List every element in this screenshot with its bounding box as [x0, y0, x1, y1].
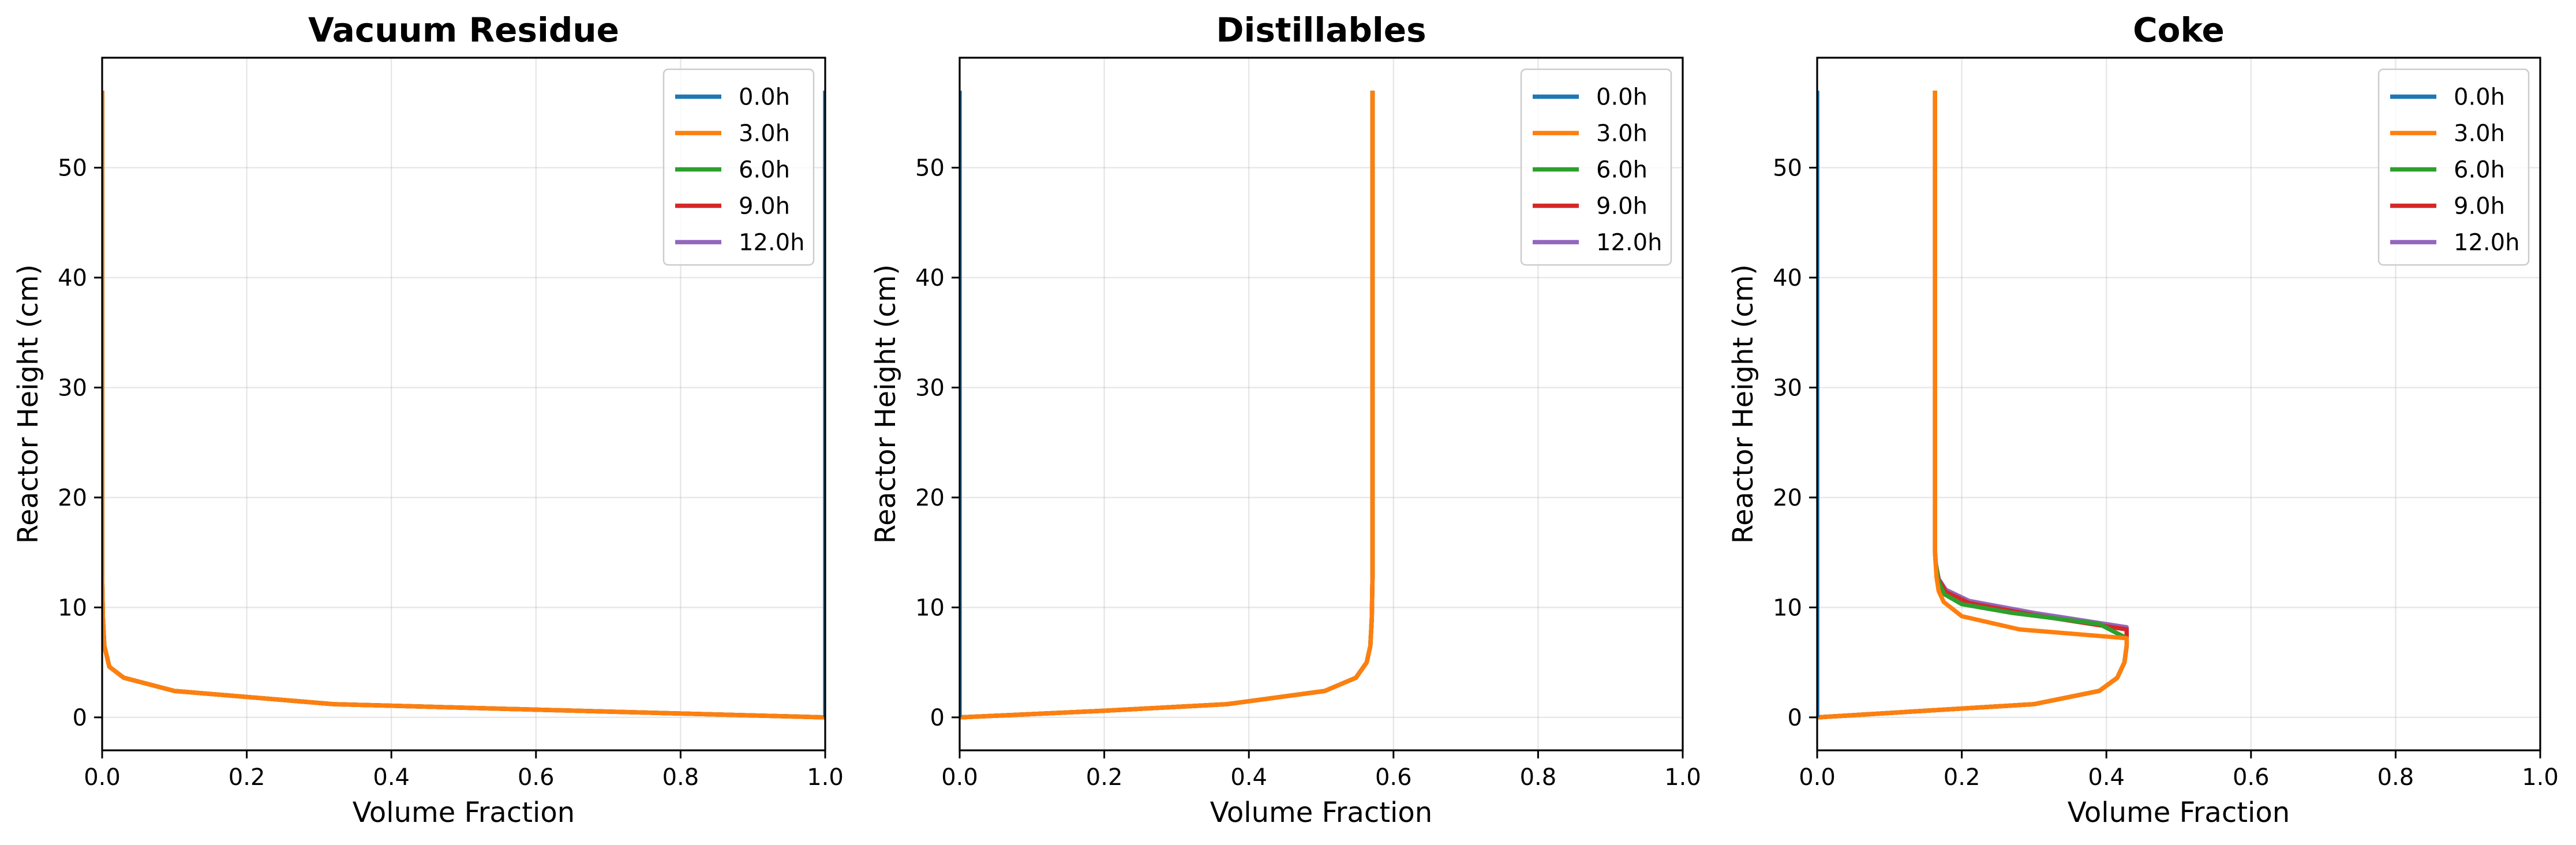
x-tick-label: 0.2 [1944, 764, 1980, 791]
y-tick-label: 30 [58, 375, 87, 401]
chart-panel: 0.0 0.2 0.4 0.6 0.8 1.0 0 10 20 30 40 50 Vacuum Resi… [12, 10, 844, 829]
legend-box [1520, 68, 1672, 266]
series-group [960, 91, 1375, 720]
y-tick-label: 10 [915, 595, 945, 621]
y-tick-label: 20 [1773, 485, 1802, 511]
legend: 0.0h 3.0h 6.0h 9.0h 12.0h [662, 68, 815, 266]
legend: 0.0h 3.0h 6.0h 9.0h 12.0h [1520, 68, 1672, 266]
legend-label: 9.0h [739, 193, 790, 220]
x-tick-label: 0.8 [662, 764, 699, 791]
chart-title: Distillables [1216, 10, 1426, 50]
legend-label: 0.0h [1596, 84, 1648, 111]
legend-label: 0.0h [2454, 84, 2505, 111]
legend: 0.0h 3.0h 6.0h 9.0h 12.0h [2377, 68, 2530, 266]
y-tick-label: 20 [915, 485, 945, 511]
series-line-3-0h [960, 91, 1375, 720]
x-tick-label: 0.6 [1375, 764, 1412, 791]
legend-label: 3.0h [739, 121, 790, 147]
x-tick-label: 1.0 [807, 764, 844, 791]
series-group [1817, 91, 2129, 720]
y-tick-label: 40 [915, 265, 945, 291]
x-tick-label: 0.0 [941, 764, 978, 791]
legend-label: 3.0h [1596, 121, 1648, 147]
axes-frame [958, 57, 1684, 751]
y-axis-label: Reactor Height (cm) [870, 264, 902, 544]
y-tick-label: 50 [1773, 155, 1802, 181]
chart-panel: 0.0 0.2 0.4 0.6 0.8 1.0 0 10 20 30 40 50 Coke Volume … [1727, 10, 2559, 829]
series-line-3-0h [1817, 91, 2129, 720]
x-tick-label: 0.0 [1799, 764, 1836, 791]
x-tick-label: 1.0 [2522, 764, 2559, 791]
legend-label: 12.0h [1596, 230, 1662, 256]
x-axis-label: Volume Fraction [2068, 797, 2290, 829]
legend-label: 12.0h [739, 230, 804, 256]
axes-frame [101, 57, 826, 751]
x-tick-label: 1.0 [1664, 764, 1701, 791]
chart-title: Coke [2133, 10, 2225, 50]
y-tick-label: 40 [58, 265, 87, 291]
chart-title: Vacuum Residue [308, 10, 619, 50]
legend-label: 9.0h [1596, 193, 1648, 220]
y-tick-label: 50 [58, 155, 87, 181]
x-tick-label: 0.4 [2088, 764, 2125, 791]
y-tick-label: 20 [58, 485, 87, 511]
y-axis-label: Reactor Height (cm) [12, 264, 44, 544]
x-axis-label: Volume Fraction [353, 797, 575, 829]
legend-label: 0.0h [739, 84, 790, 111]
legend-label: 9.0h [2454, 193, 2505, 220]
legend-label: 12.0h [2454, 230, 2519, 256]
x-axis-label: Volume Fraction [1210, 797, 1432, 829]
y-tick-label: 10 [58, 595, 87, 621]
y-axis-label: Reactor Height (cm) [1727, 264, 1759, 544]
legend-label: 6.0h [2454, 157, 2505, 184]
x-tick-label: 0.2 [229, 764, 265, 791]
axes-frame [1816, 57, 2541, 751]
x-tick-label: 0.4 [373, 764, 410, 791]
y-tick-label: 50 [915, 155, 945, 181]
y-tick-label: 0 [1788, 705, 1802, 731]
chart-panel: 0.0 0.2 0.4 0.6 0.8 1.0 0 10 20 30 40 50 Distillable… [870, 10, 1701, 829]
y-tick-label: 0 [73, 705, 87, 731]
y-tick-label: 40 [1773, 265, 1802, 291]
legend-label: 3.0h [2454, 121, 2505, 147]
y-tick-label: 30 [1773, 375, 1802, 401]
y-tick-label: 0 [930, 705, 945, 731]
legend-box [2377, 68, 2530, 266]
legend-label: 6.0h [739, 157, 790, 184]
y-tick-label: 10 [1773, 595, 1802, 621]
x-tick-label: 0.2 [1086, 764, 1123, 791]
x-tick-label: 0.6 [518, 764, 555, 791]
x-tick-label: 0.4 [1230, 764, 1267, 791]
legend-box [662, 68, 815, 266]
x-tick-label: 0.8 [1520, 764, 1557, 791]
x-tick-label: 0.6 [2233, 764, 2270, 791]
y-tick-label: 30 [915, 375, 945, 401]
x-tick-label: 0.0 [84, 764, 121, 791]
legend-label: 6.0h [1596, 157, 1648, 184]
x-tick-label: 0.8 [2377, 764, 2414, 791]
